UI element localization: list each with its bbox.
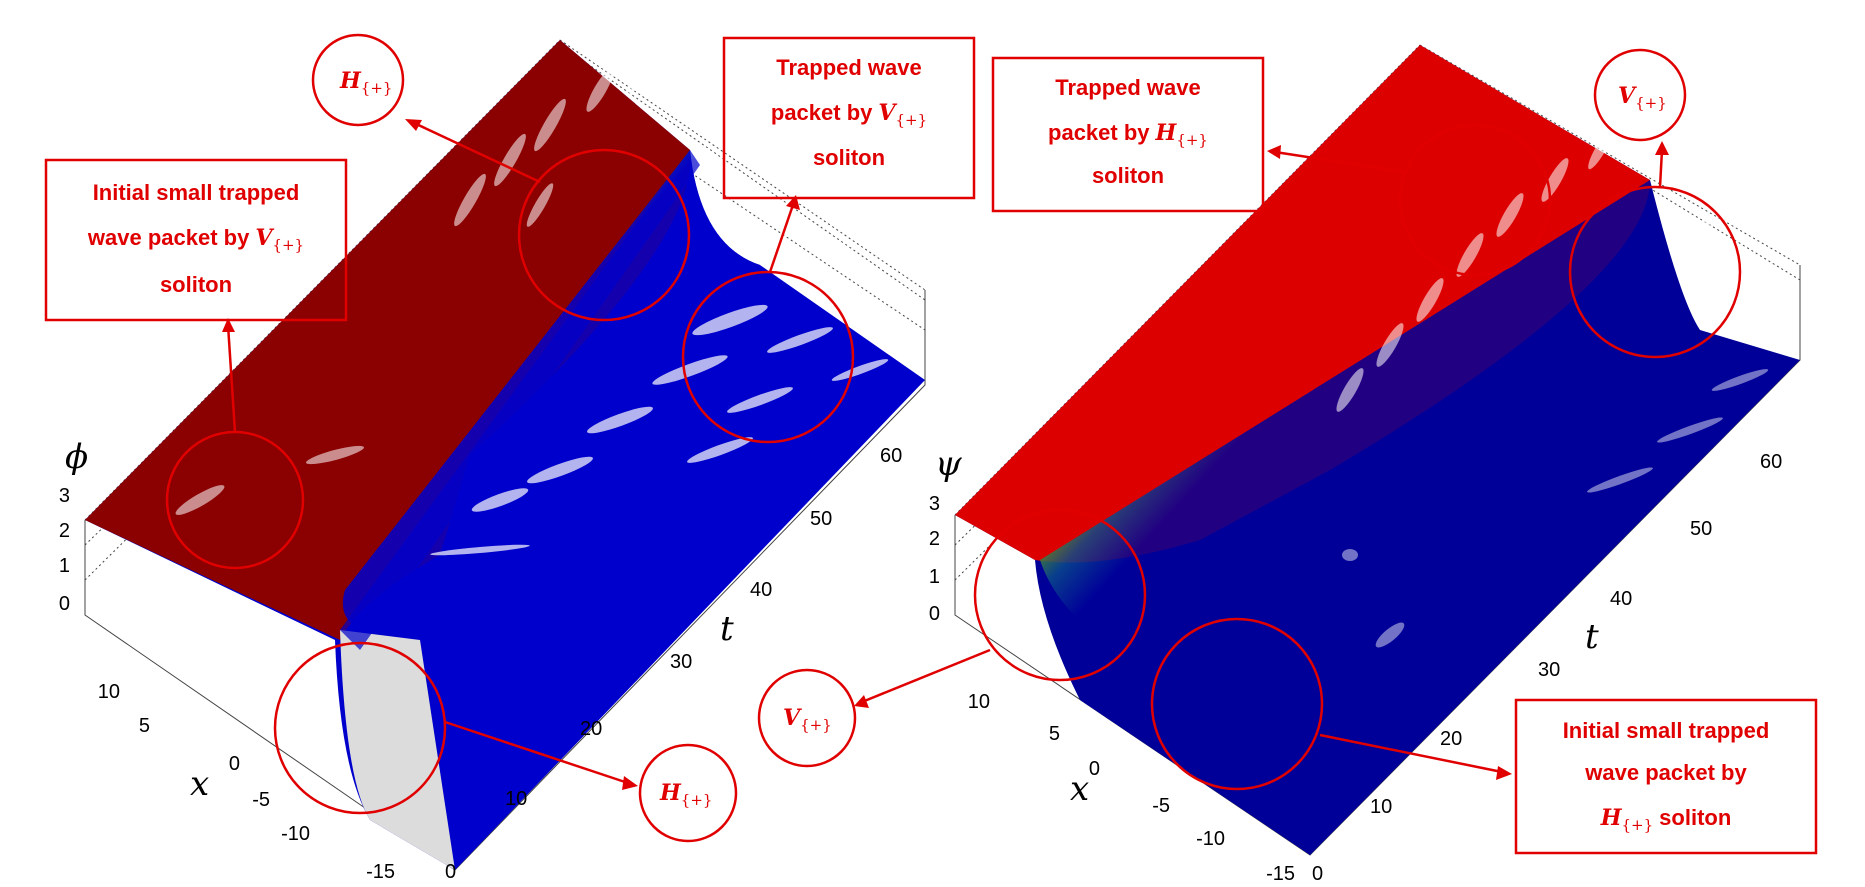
- right-t-label: t: [1585, 617, 1599, 657]
- right-x-tick: -5: [1152, 795, 1170, 817]
- svg-text:H{+}soliton: H{+} soliton: [1600, 805, 1732, 834]
- right-label-v-top: V{+}: [1618, 83, 1667, 112]
- svg-text:wave packet byV{+}: wave packet by V{+}: [87, 225, 304, 254]
- right-z-tick: 2: [929, 528, 940, 550]
- left-t-ticks: 0 10 20 30 40 50 60: [445, 445, 902, 883]
- right-t-tick: 60: [1760, 451, 1782, 473]
- right-x-tick: 5: [1049, 723, 1060, 745]
- left-surface: [85, 40, 925, 870]
- left-trapped-packet-note: Trapped wave packet by V{+} soliton: [771, 55, 927, 170]
- right-t-tick: 40: [1610, 588, 1632, 610]
- left-x-label: x: [190, 764, 209, 804]
- svg-text:Trapped wave: Trapped wave: [1055, 75, 1201, 100]
- right-x-ticks: 10 5 0 -5 -10 -15: [968, 691, 1295, 885]
- left-t-tick: 0: [445, 861, 456, 883]
- left-z-tick: 3: [59, 485, 70, 507]
- right-z-label: ψ: [935, 444, 962, 484]
- left-t-tick: 10: [505, 788, 527, 810]
- left-x-tick: 0: [229, 753, 240, 775]
- right-x-tick: -15: [1266, 863, 1295, 885]
- right-surface: [955, 45, 1800, 855]
- right-t-ticks: 0 10 20 30 40 50 60: [1312, 451, 1782, 885]
- left-initial-packet-note: Initial small trapped wave packet by V{+}…: [87, 180, 304, 297]
- right-panel: 3 2 1 0 ψ 10 5 0 -5 -10 -15 x 0 10 20 30…: [757, 44, 1818, 885]
- left-label-h-bottom: H{+}: [659, 780, 712, 809]
- right-annotation-shapes: [757, 48, 1818, 855]
- right-z-tick: 0: [929, 603, 940, 625]
- svg-text:Initial small trapped: Initial small trapped: [1563, 718, 1770, 743]
- left-t-label: t: [720, 609, 734, 649]
- right-z-tick: 1: [929, 566, 940, 588]
- left-t-tick: 60: [880, 445, 902, 467]
- right-x-label: x: [1070, 769, 1089, 809]
- svg-text:soliton: soliton: [160, 272, 232, 297]
- svg-text:packet byV{+}: packet by V{+}: [771, 100, 927, 129]
- left-x-tick: 10: [98, 681, 120, 703]
- right-initial-packet-note: Initial small trapped wave packet by H{+…: [1563, 718, 1770, 834]
- left-x-tick: -10: [281, 823, 310, 845]
- left-label-h-top: H{+}: [339, 68, 392, 97]
- right-z-tick: 3: [929, 493, 940, 515]
- left-x-tick: -5: [252, 789, 270, 811]
- left-x-tick: -15: [366, 861, 395, 883]
- right-z-ticks: 3 2 1 0: [929, 493, 940, 625]
- left-x-tick: 5: [139, 715, 150, 737]
- svg-text:packet byH{+}: packet by H{+}: [1048, 120, 1208, 149]
- right-label-v-bottom: V{+}: [783, 705, 832, 734]
- right-x-tick: 10: [968, 691, 990, 713]
- left-z-label: ϕ: [65, 437, 88, 477]
- svg-text:soliton: soliton: [813, 145, 885, 170]
- svg-text:soliton: soliton: [1092, 163, 1164, 188]
- left-z-ticks: 3 2 1 0: [59, 485, 70, 615]
- right-t-tick: 0: [1312, 863, 1323, 885]
- svg-text:Trapped wave: Trapped wave: [776, 55, 922, 80]
- right-x-tick: -10: [1196, 828, 1225, 850]
- left-z-tick: 2: [59, 520, 70, 542]
- left-panel: 3 2 1 0 ϕ 10 5 0 -5 -10 -15 x 0 10 20 30…: [44, 33, 976, 883]
- left-annotation-shapes: [44, 33, 976, 843]
- right-t-tick: 30: [1538, 659, 1560, 681]
- left-t-tick: 50: [810, 508, 832, 530]
- right-t-tick: 10: [1370, 796, 1392, 818]
- right-t-tick: 20: [1440, 728, 1462, 750]
- right-trapped-packet-note: Trapped wave packet by H{+} soliton: [1048, 75, 1208, 188]
- left-z-tick: 0: [59, 593, 70, 615]
- left-z-tick: 1: [59, 555, 70, 577]
- left-x-ticks: 10 5 0 -5 -10 -15: [98, 681, 395, 883]
- left-t-tick: 30: [670, 651, 692, 673]
- left-t-tick: 20: [580, 718, 602, 740]
- left-t-tick: 40: [750, 579, 772, 601]
- right-x-tick: 0: [1089, 758, 1100, 780]
- svg-text:Initial small trapped: Initial small trapped: [93, 180, 300, 205]
- svg-text:wave packet by: wave packet by: [1584, 760, 1747, 785]
- right-t-tick: 50: [1690, 518, 1712, 540]
